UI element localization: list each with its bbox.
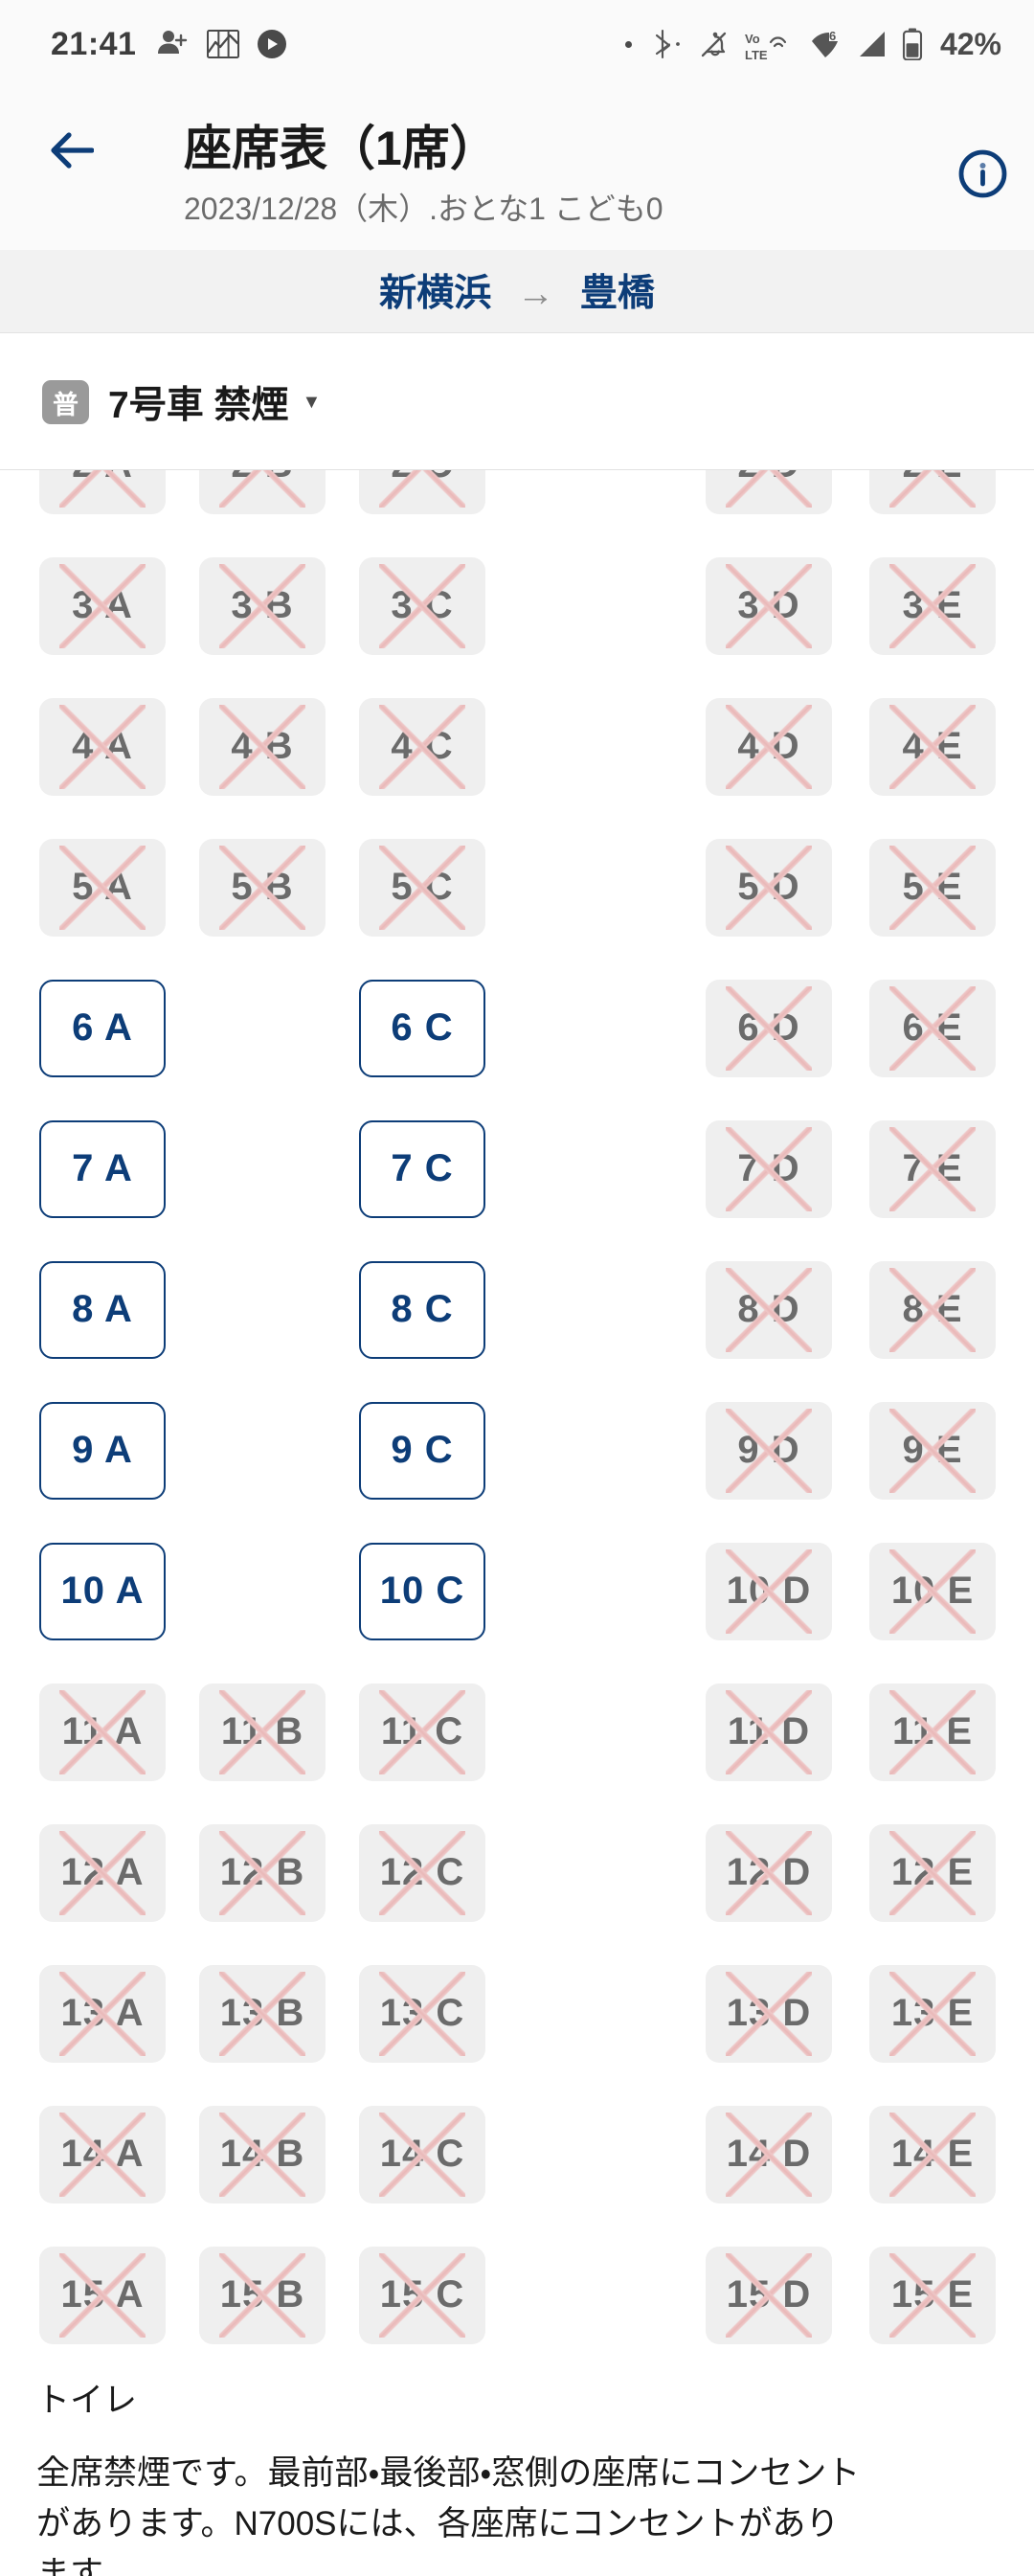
svg-text:LTE: LTE: [745, 48, 768, 60]
svg-text:Vo: Vo: [745, 32, 760, 46]
svg-text:6: 6: [829, 30, 836, 43]
